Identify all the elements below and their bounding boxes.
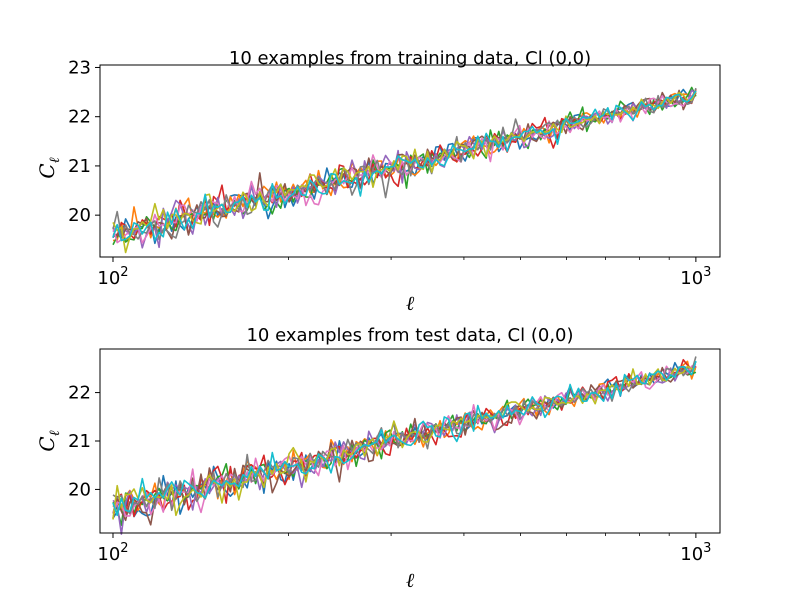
series-layer [112,356,697,535]
x-tick-exponent: 3 [703,541,711,556]
y-tick-label: 20 [68,479,91,500]
plot-frame [99,64,721,258]
x-tick-label: 102 [97,541,128,565]
series-line-10 [112,90,697,242]
plot-title: 10 examples from test data, Cl (0,0) [246,325,573,346]
y-tick-label: 23 [68,57,91,78]
x-tick-label: 103 [680,265,711,289]
y-axis-label-main: C [35,163,59,178]
series-layer [112,86,697,254]
training-data-plot: 10 examples from training data, Cl (0,0)… [35,48,721,315]
y-tick-label: 21 [68,156,91,177]
x-tick-base: 10 [97,268,120,289]
y-tick-label: 21 [68,431,91,452]
series-line-7 [112,363,697,517]
y-tick-label: 20 [68,205,91,226]
x-tick-exponent: 3 [703,265,711,280]
svg-text:Cℓ: Cℓ [35,430,63,451]
y-axis-label-main: C [35,436,59,451]
x-ticks: 102 103 [97,533,711,565]
plot-title: 10 examples from training data, Cl (0,0) [229,48,591,69]
series-line-9 [112,91,697,254]
y-ticks: 20 21 22 [68,383,100,500]
x-tick-exponent: 2 [120,265,128,280]
y-tick-label: 22 [68,383,91,404]
x-tick-base: 10 [680,268,703,289]
y-axis-label: Cℓ [35,157,63,178]
x-ticks: 102 103 [97,257,711,289]
test-data-plot: 10 examples from test data, Cl (0,0) 102… [35,325,721,592]
series-line-8 [112,87,697,241]
x-tick-label: 102 [97,265,128,289]
y-axis-label-sub: ℓ [47,157,63,163]
x-tick-exponent: 2 [120,541,128,556]
series-line-10 [112,360,697,517]
y-ticks: 20 21 22 23 [68,57,100,226]
series-line-6 [112,361,697,526]
y-tick-label: 22 [68,107,91,128]
x-tick-label: 103 [680,541,711,565]
svg-text:Cℓ: Cℓ [35,157,63,178]
x-tick-base: 10 [680,544,703,565]
y-axis-label-sub: ℓ [47,430,63,436]
x-tick-base: 10 [97,544,120,565]
x-axis-label: ℓ [406,291,415,315]
x-axis-label: ℓ [406,568,415,592]
y-axis-label: Cℓ [35,430,63,451]
